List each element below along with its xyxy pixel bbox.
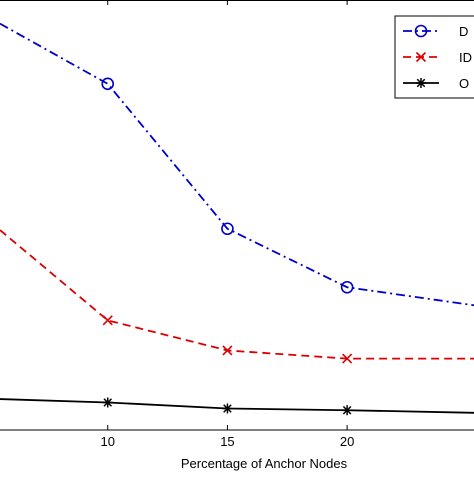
series-1-point — [340, 280, 354, 294]
legend-entry: O — [403, 76, 469, 91]
axes: 10 15 20 — [0, 0, 474, 449]
x-tick-label: 10 — [100, 434, 114, 449]
legend: D ID O — [394, 15, 474, 99]
legend-marker-stroke — [415, 51, 427, 63]
legend-entry: ID — [403, 50, 472, 65]
legend-marker-stroke — [416, 78, 426, 88]
series-1-point — [101, 77, 115, 91]
series-3-point — [222, 403, 233, 414]
legend-label: D — [459, 24, 468, 39]
series-3-point — [102, 397, 113, 408]
series-layer — [0, 22, 474, 416]
legend-marker — [416, 78, 426, 88]
series-2-point — [102, 315, 113, 326]
x-axis-label: Percentage of Anchor Nodes — [181, 456, 348, 471]
series-2-point — [342, 353, 353, 364]
legend-label: O — [459, 76, 469, 91]
series-3 — [0, 397, 474, 416]
series-2-point-stroke — [222, 345, 233, 356]
series-3-point-stroke — [342, 405, 352, 415]
legend-marker — [414, 24, 428, 38]
series-3-point-stroke — [223, 404, 232, 413]
legend-entry: D — [403, 24, 468, 39]
x-tick-label: 15 — [220, 434, 234, 449]
series-3-point-stroke — [103, 398, 113, 407]
x-tick-label: 20 — [340, 434, 354, 449]
legend-marker — [415, 51, 427, 63]
series-2-point — [222, 345, 233, 356]
series-2 — [0, 229, 474, 364]
series-2-point-stroke — [342, 353, 353, 364]
legend-label: ID — [459, 50, 472, 65]
series-1-point — [221, 222, 234, 236]
series-3-point — [342, 405, 353, 416]
series-2-point-stroke — [102, 315, 113, 326]
series-1-line — [0, 22, 474, 307]
series-1 — [0, 22, 474, 307]
